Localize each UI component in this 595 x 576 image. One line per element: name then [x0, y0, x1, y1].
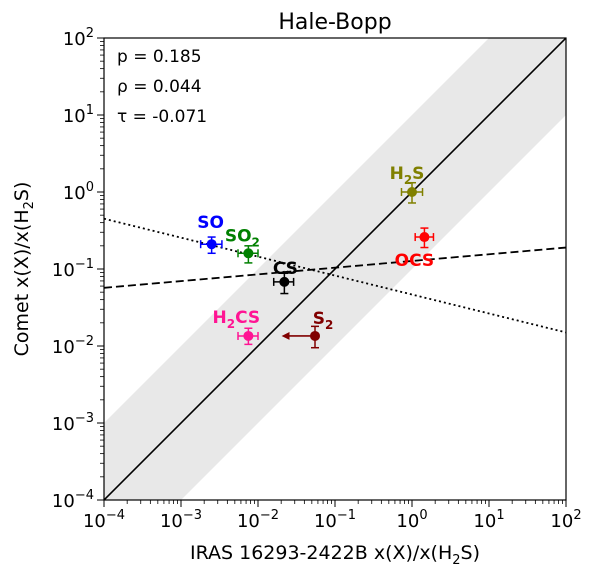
stat-rho: ρ = 0.044 [117, 77, 202, 97]
point-label: OCS [395, 251, 435, 271]
point-marker [206, 239, 217, 250]
point-marker [243, 248, 254, 259]
point-marker [310, 330, 321, 341]
y-axis-title: Comet x(X)/x(H2S) [11, 182, 37, 357]
x-tick-label: 10−1 [314, 508, 356, 532]
plot-area [104, 38, 566, 500]
point-label: SO2 [225, 226, 260, 249]
point-label: H2S [390, 164, 425, 187]
chart-title: Hale-Bopp [278, 10, 391, 35]
data-point-3: H2CS [213, 308, 261, 346]
x-tick-label: 100 [396, 508, 427, 532]
dashed-fit-line [104, 246, 566, 289]
data-point-5: H2S [390, 164, 425, 204]
data-point-1: SO2 [225, 226, 260, 264]
point-marker [419, 232, 430, 243]
point-marker [407, 187, 417, 197]
y-tick-label: 10−1 [52, 257, 94, 281]
x-tick-label: 102 [550, 508, 581, 532]
y-tick-label: 102 [63, 26, 94, 50]
data-point-4: S2 [281, 309, 334, 349]
y-tick-label: 100 [63, 180, 94, 204]
x-tick-label: 10−4 [83, 508, 125, 532]
point-label: S2 [313, 309, 334, 332]
point-label: CS [273, 259, 298, 279]
plot-frame [103, 37, 567, 501]
point-marker [279, 276, 290, 287]
x-tick-label: 10−2 [237, 508, 279, 532]
point-label: H2CS [213, 308, 261, 331]
stat-p: p = 0.185 [117, 47, 202, 67]
stat-tau: τ = -0.071 [117, 107, 207, 127]
x-tick-label: 10−3 [160, 508, 202, 532]
point-marker [243, 330, 254, 341]
data-point-6: OCS [395, 227, 435, 271]
y-tick-label: 101 [63, 103, 94, 127]
y-tick-label: 10−3 [52, 411, 94, 435]
axis-ticks: 10−4 10−3 10−2 10−1 100 101 102 10−4 10−3 10−2 10−… [52, 26, 582, 532]
data-point-0: SO [197, 213, 224, 255]
solid-fit-line [104, 38, 566, 500]
point-label: SO [197, 213, 224, 233]
data-point-2: CS [273, 259, 298, 295]
y-tick-label: 10−2 [52, 334, 94, 358]
y-tick-label: 10−4 [52, 488, 94, 512]
dotted-fit-line [104, 217, 566, 334]
x-axis-title: IRAS 16293-2422B x(X)/x(H2S) [190, 542, 480, 568]
x-tick-label: 101 [473, 508, 504, 532]
